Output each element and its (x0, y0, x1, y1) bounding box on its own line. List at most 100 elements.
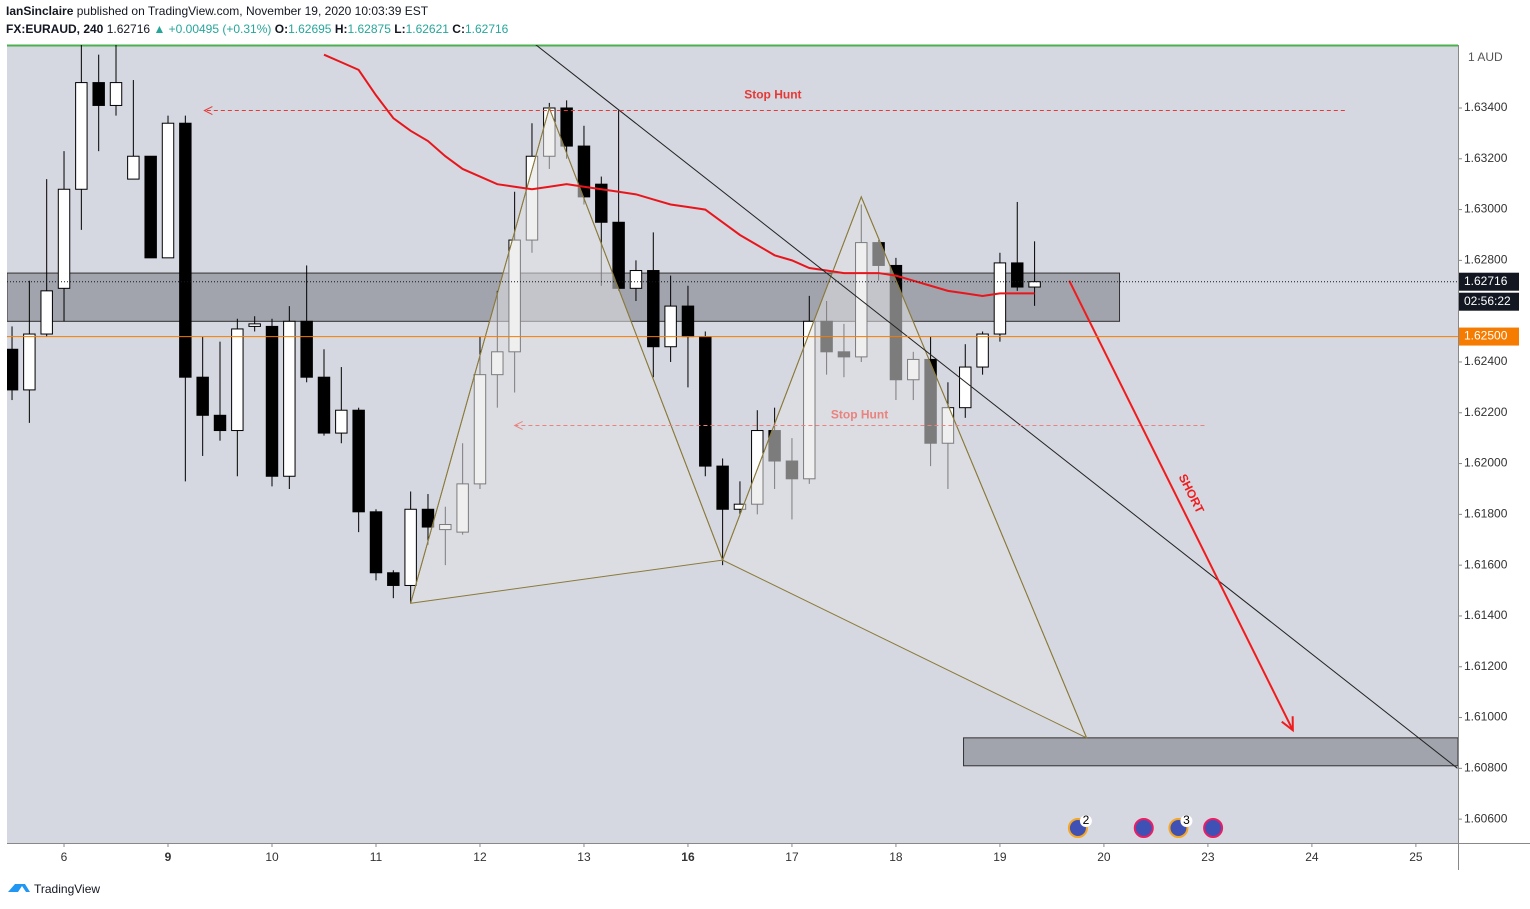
candle-body (907, 358, 920, 381)
stop-hunt-arrowhead (513, 421, 523, 430)
candle-body (92, 82, 105, 106)
candle-body (213, 414, 227, 432)
candle-body (803, 320, 816, 480)
field-label: L: (394, 22, 406, 36)
short-arrow (1068, 280, 1294, 731)
candle-body (525, 155, 539, 241)
candle-body (456, 483, 469, 533)
ohlc-fields: O:1.62695 H:1.62875 L:1.62621 C:1.62716 (275, 22, 509, 36)
candle-body (404, 508, 417, 586)
candle-body (283, 320, 296, 477)
published: published on TradingView.com, November 1… (76, 4, 429, 18)
candle-body (335, 409, 348, 434)
candle-body (300, 320, 313, 378)
x-tick-label: 18 (889, 850, 903, 864)
countdown: 02:56:22 (1464, 294, 1511, 308)
event-icon (1168, 818, 1189, 838)
event-icon (1203, 818, 1224, 838)
candle-body (716, 465, 729, 510)
field-label: C: (452, 22, 465, 36)
candle-body (196, 376, 209, 416)
event-icon (1067, 818, 1088, 838)
short-arrowhead (1281, 716, 1294, 733)
field-label: O: (274, 22, 289, 36)
candle-body (889, 264, 903, 381)
y-tick-label: 1.61400 (1464, 608, 1508, 622)
y-tick-label: 1.62800 (1464, 253, 1508, 267)
ma-line (323, 53, 1035, 297)
candle-body (387, 572, 400, 586)
candle-body (23, 333, 36, 391)
candle-body (491, 351, 504, 376)
candle-body (924, 358, 937, 444)
footer-brand: TradingView (34, 882, 100, 896)
x-tick-label: 9 (165, 850, 172, 864)
stop-hunt-label: Stop Hunt (744, 87, 801, 101)
candle-body (1011, 262, 1024, 288)
candle-body (543, 107, 556, 157)
publish-line: IanSinclaire published on TradingView.co… (6, 4, 428, 18)
candle-body (993, 262, 1007, 335)
event-badge (1079, 815, 1092, 827)
pattern-bcd (721, 195, 1088, 739)
candle-body (352, 409, 365, 513)
candle-body (1028, 281, 1041, 288)
candle-body (439, 524, 452, 531)
stop-hunt-label: Stop Hunt (831, 407, 888, 421)
plot: Stop Hunt Stop Hunt SHORT (7, 45, 1458, 769)
field-value: 1.62695 (288, 22, 332, 36)
axis-label: 1 AUD (1468, 50, 1503, 64)
candle-body (872, 242, 885, 266)
field-value: 1.62716 (464, 22, 509, 36)
candle-body (699, 336, 712, 467)
event-count: 3 (1183, 813, 1190, 827)
candle-body (248, 323, 261, 327)
x-tick-label: 17 (785, 850, 799, 864)
last: 1.62716 (106, 22, 151, 36)
y-tick-label: 1.61200 (1464, 659, 1508, 673)
countdown-tag (1459, 292, 1519, 311)
y-tick-label: 1.63200 (1464, 151, 1508, 165)
x-tick-label: 19 (993, 850, 1007, 864)
candle-body (7, 348, 19, 391)
candle-body (681, 305, 695, 338)
candle-body (231, 328, 244, 432)
field-label: H: (334, 22, 348, 36)
candle-body (577, 145, 591, 198)
candle-body (144, 155, 157, 259)
publisher: IanSinclaire (6, 4, 74, 18)
candle-body (751, 430, 764, 505)
plot-background (7, 45, 1458, 843)
event-count: 2 (1083, 813, 1090, 827)
candle-body (976, 333, 989, 368)
price-tag (1459, 327, 1519, 346)
candle-body (127, 155, 140, 180)
y-tick-label: 1.63400 (1464, 100, 1508, 114)
candle-body (820, 320, 833, 353)
candle-body (785, 460, 799, 480)
y-tick-label: 1.61000 (1464, 710, 1508, 724)
price-tag-label: 1.62500 (1464, 329, 1508, 343)
symbol: FX:EURAUD, 240 (6, 22, 104, 36)
event-badge (1180, 815, 1193, 827)
pattern-xab (409, 106, 724, 604)
short-label: SHORT (1176, 472, 1208, 516)
change: ▲ +0.00495 (+0.31%) (153, 22, 272, 36)
x-tick-label: 23 (1201, 850, 1215, 864)
candle-body (941, 407, 955, 444)
pattern-path (410, 106, 1088, 739)
y-tick-label: 1.62200 (1464, 405, 1508, 419)
candle-body (560, 107, 573, 147)
stop-hunt-arrowhead (203, 106, 213, 115)
candle-body (629, 270, 643, 289)
price-tag (1459, 272, 1519, 291)
y-tick-label: 1.62000 (1464, 456, 1508, 470)
candle-body (421, 508, 435, 528)
x-tick-label: 10 (265, 850, 279, 864)
x-tick-label: 24 (1305, 850, 1319, 864)
x-tick-label: 25 (1409, 850, 1423, 864)
candle-body (109, 82, 123, 106)
candle-body (595, 183, 608, 223)
x-tick-label: 11 (370, 850, 383, 864)
